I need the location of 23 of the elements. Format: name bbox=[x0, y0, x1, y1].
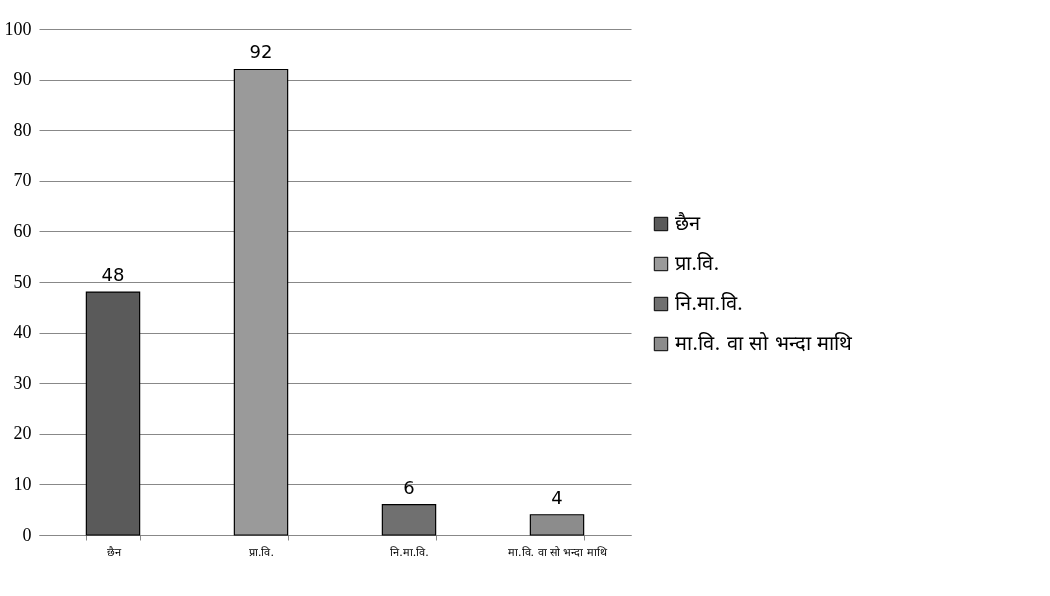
y-tick-label: 40 bbox=[13, 322, 32, 343]
data-label: 6 bbox=[403, 476, 415, 498]
y-tick-label: 30 bbox=[13, 372, 32, 393]
y-tick-label: 90 bbox=[13, 69, 32, 90]
data-label: 48 bbox=[101, 264, 125, 286]
y-tick-label: 0 bbox=[22, 524, 32, 545]
legend-label: नि.मा.वि. bbox=[675, 291, 744, 315]
x-tick-label: प्रा.वि. bbox=[249, 545, 274, 559]
data-label: 4 bbox=[551, 486, 563, 508]
y-tick-label: 60 bbox=[13, 220, 32, 241]
data-label: 92 bbox=[249, 41, 273, 63]
y-tick-label: 10 bbox=[13, 473, 32, 494]
y-tick-label: 50 bbox=[13, 271, 32, 292]
legend-label: मा.वि. वा सो भन्दा माथि bbox=[675, 331, 854, 355]
y-tick-label: 100 bbox=[4, 18, 32, 39]
y-tick-label: 20 bbox=[13, 423, 32, 444]
y-tick-label: 80 bbox=[13, 119, 32, 140]
y-tick-label: 70 bbox=[13, 170, 32, 191]
x-tick-label: नि.मा.वि. bbox=[390, 545, 429, 559]
legend-label: प्रा.वि. bbox=[675, 251, 720, 275]
x-tick-label: मा.वि. वा सो भन्दा माथि bbox=[508, 545, 608, 559]
legend-label: छैन bbox=[675, 211, 701, 235]
x-tick-label: छैन bbox=[106, 545, 122, 559]
